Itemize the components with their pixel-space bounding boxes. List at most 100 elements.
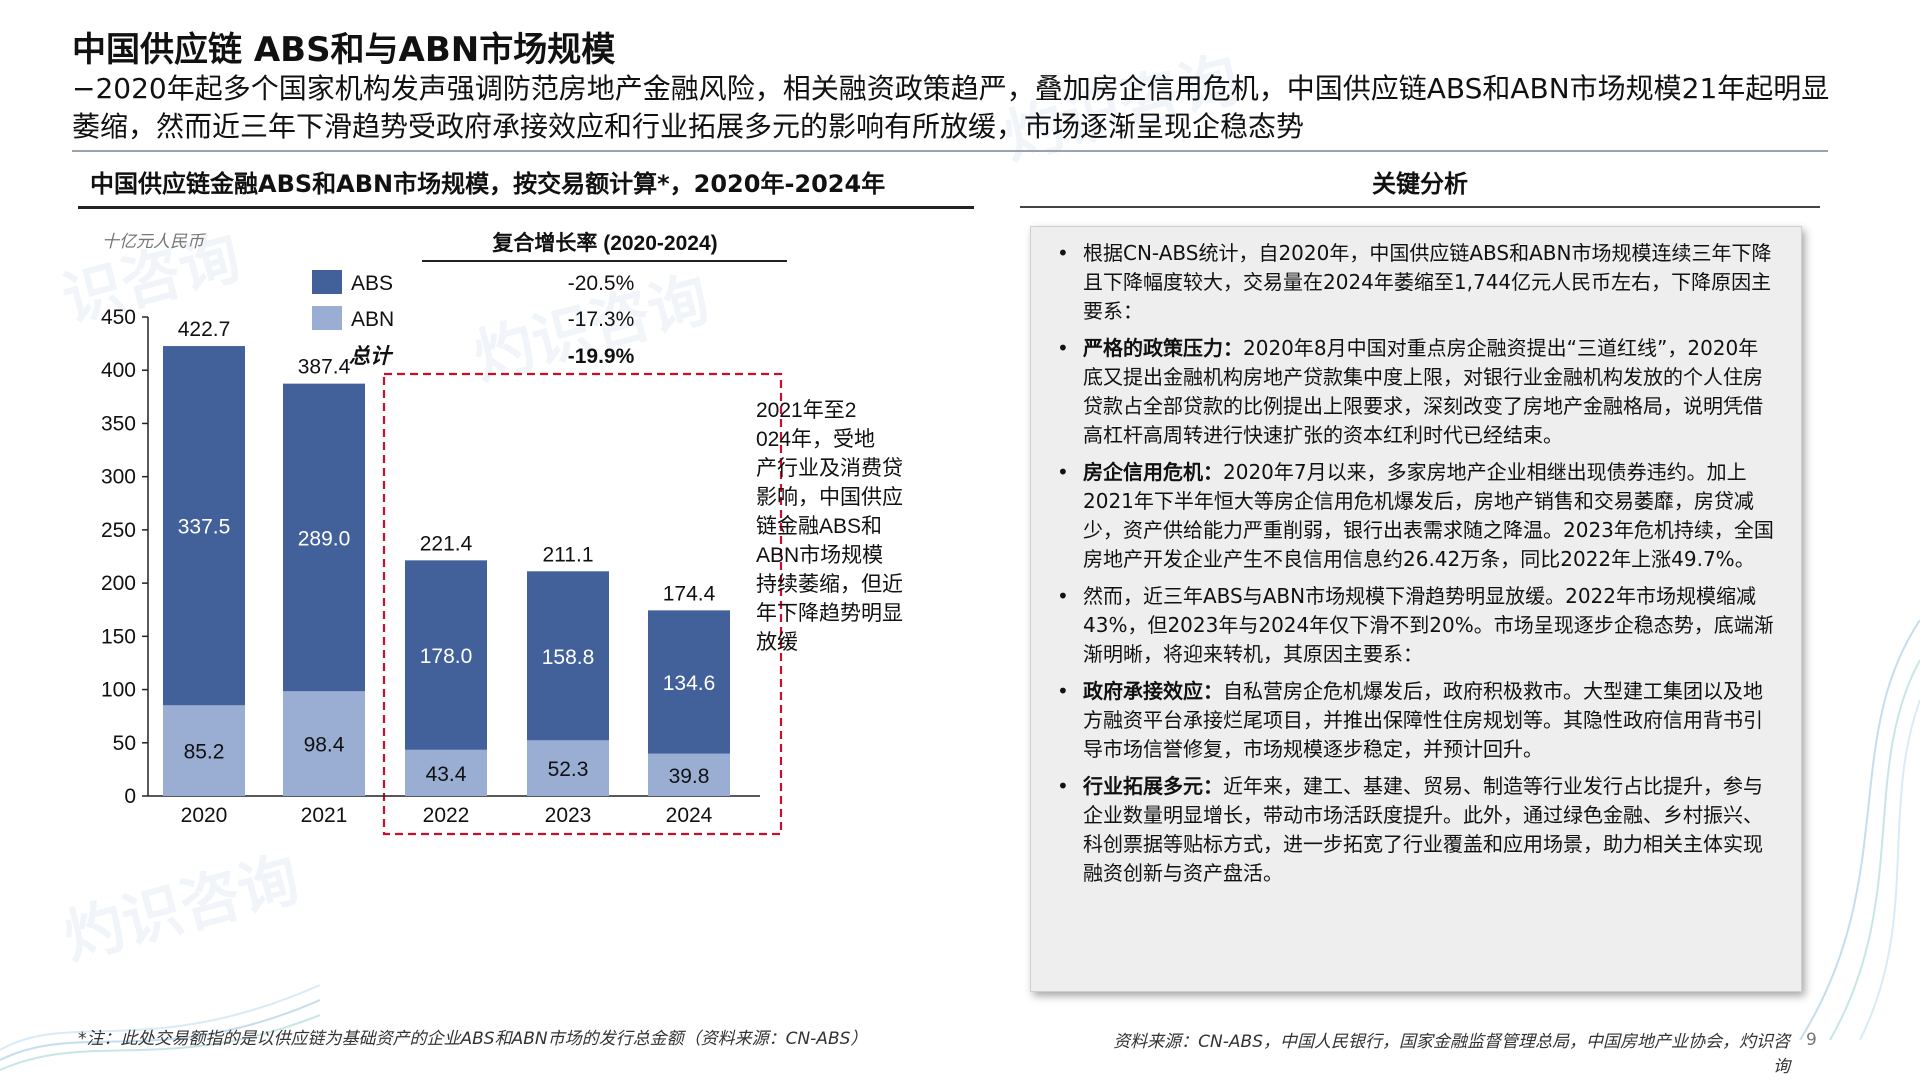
- analysis-item: • 房企信用危机：2020年7月以来，多家房地产企业相继出现债券违约。加上202…: [1053, 458, 1777, 574]
- y-tick-label: 150: [101, 625, 136, 648]
- bar-abn-2024: [648, 753, 730, 796]
- stacked-bar-chart: 十亿元人民币 复合增长率 (2020-2024) ABS -20.5% ABN …: [101, 231, 903, 836]
- background-wave-decoration: [0, 984, 320, 1071]
- analysis-item: • 严格的政策压力：2020年8月中国对重点房企融资提出“三道红线”，2020年…: [1053, 334, 1777, 450]
- y-tick-label: 0: [124, 785, 136, 808]
- chart-heading-divider: [78, 206, 974, 209]
- data-label-abs: 134.6: [663, 672, 716, 695]
- header-divider: [72, 150, 1828, 152]
- analysis-list: • 根据CN-ABS统计，自2020年，中国供应链ABS和ABN市场规模连续三年…: [1053, 239, 1777, 888]
- footnote: *注：此处交易额指的是以供应链为基础资产的企业ABS和ABN市场的发行总金额（资…: [78, 1029, 868, 1049]
- legend-label-abn: ABN: [351, 308, 394, 331]
- background-wave-decoration: [1799, 620, 1920, 1040]
- data-label-abs: 337.5: [178, 516, 231, 539]
- page-number: 9: [1806, 1030, 1817, 1050]
- bar-abn-2021: [283, 691, 365, 796]
- bar-abn-2022: [405, 749, 487, 796]
- analysis-item-label: 严格的政策压力：: [1083, 336, 1243, 360]
- x-tick-label: 2024: [666, 804, 713, 827]
- page-subtitle: −2020年起多个国家机构发声强调防范房地产金融风险，相关融资政策趋严，叠加房企…: [72, 72, 1830, 143]
- analysis-heading: 关键分析: [1372, 170, 1468, 198]
- bullet-icon: •: [1057, 584, 1069, 608]
- data-label-abs: 289.0: [298, 527, 351, 550]
- data-label-abs: 158.8: [542, 646, 595, 669]
- legend-swatch-abs: [312, 270, 342, 294]
- x-tick-label: 2023: [545, 804, 592, 827]
- highlight-box: [382, 372, 783, 836]
- bar-abn-2020: [163, 705, 245, 796]
- x-tick-label: 2022: [423, 804, 470, 827]
- data-label-abn: 85.2: [184, 741, 225, 764]
- y-tick-label: 200: [101, 572, 136, 595]
- y-tick-label: 100: [101, 679, 136, 702]
- data-label-total: 211.1: [543, 543, 594, 566]
- page-title: 中国供应链 ABS和与ABN市场规模: [72, 30, 616, 70]
- bullet-icon: •: [1057, 336, 1069, 360]
- bar-abs-2021: [283, 383, 365, 692]
- analysis-item-label: 政府承接效应：: [1083, 679, 1223, 703]
- chart-labels: 85.2 337.5 422.7 2020 98.4 289.0 387.4 2021 43.4…: [178, 318, 716, 827]
- y-tick-label: 450: [101, 306, 136, 329]
- source-note: 资料来源：CN-ABS，中国人民银行，国家金融监督管理总局，中国房地产业协会，灼…: [1113, 1032, 1790, 1077]
- legend-swatch-abn: [312, 306, 342, 330]
- cagr-value-abs: -20.5%: [568, 272, 635, 295]
- legend-label-abs: ABS: [351, 272, 393, 295]
- key-analysis-panel: • 根据CN-ABS统计，自2020年，中国供应链ABS和ABN市场规模连续三年…: [1030, 226, 1802, 992]
- bullet-icon: •: [1057, 460, 1069, 484]
- bullet-icon: •: [1057, 679, 1069, 703]
- data-label-abn: 43.4: [426, 763, 467, 786]
- analysis-item-label: 房企信用危机：: [1083, 460, 1223, 484]
- data-label-total: 221.4: [420, 532, 473, 555]
- annotation-line: 影响，中国供应: [756, 486, 903, 509]
- x-tick-label: 2020: [181, 804, 228, 827]
- chart-annotation: 2021年至2 024年，受地产行业及消费贷影响，中国供应链金融ABS和 ABN市场…: [756, 399, 903, 654]
- bullet-icon: •: [1057, 774, 1069, 798]
- cagr-header: 复合增长率 (2020-2024): [491, 231, 717, 255]
- analysis-item-text: 自私营房企危机爆发后，政府积极救市。大型建工集团以及地方融资平台承接烂尾项目，并…: [1083, 679, 1763, 761]
- y-tick-label: 350: [101, 412, 136, 435]
- chart-bars: [163, 346, 730, 796]
- bar-abs-2020: [163, 346, 245, 706]
- annotation-line: 年下降趋势明显: [756, 602, 903, 625]
- annotation-line: ABN市场规模: [756, 544, 883, 567]
- unit-label: 十亿元人民币: [102, 232, 206, 251]
- bar-abs-2022: [405, 560, 487, 750]
- analysis-item-text: 2020年7月以来，多家房地产企业相继出现债券违约。加上2021年下半年恒大等房…: [1083, 460, 1774, 571]
- analysis-item: • 然而，近三年ABS与ABN市场规模下滑趋势明显放缓。2022年市场规模缩减4…: [1053, 582, 1777, 669]
- annotation-line: 024年，受地: [756, 428, 875, 451]
- data-label-abn: 39.8: [669, 765, 710, 788]
- annotation-line: 产行业及消费贷: [756, 457, 903, 480]
- data-label-total: 387.4: [298, 356, 351, 379]
- data-label-abn: 98.4: [304, 734, 345, 757]
- analysis-heading-divider: [1020, 206, 1820, 208]
- analysis-item-text: 根据CN-ABS统计，自2020年，中国供应链ABS和ABN市场规模连续三年下降…: [1083, 241, 1772, 323]
- analysis-item-text: 2020年8月中国对重点房企融资提出“三道红线”，2020年底又提出金融机构房地…: [1083, 336, 1763, 447]
- annotation-line: 放缓: [756, 631, 798, 654]
- x-tick-label: 2021: [301, 804, 348, 827]
- analysis-item: • 根据CN-ABS统计，自2020年，中国供应链ABS和ABN市场规模连续三年…: [1053, 239, 1777, 326]
- annotation-line: 2021年至2: [756, 399, 856, 422]
- y-tick-label: 400: [101, 359, 136, 382]
- bar-abn-2023: [527, 740, 609, 796]
- cagr-value-total: -19.9%: [568, 345, 635, 368]
- data-label-total: 174.4: [663, 582, 716, 605]
- y-tick-label: 300: [101, 466, 136, 489]
- bar-abs-2023: [527, 571, 609, 741]
- cagr-value-abn: -17.3%: [568, 308, 635, 331]
- data-label-abs: 178.0: [420, 645, 473, 668]
- legend-label-total: 总计: [349, 344, 394, 368]
- data-label-total: 422.7: [178, 318, 231, 341]
- chart-heading: 中国供应链金融ABS和ABN市场规模，按交易额计算*，2020年-2024年: [90, 170, 886, 198]
- analysis-item-label: 行业拓展多元：: [1083, 774, 1223, 798]
- bar-abs-2024: [648, 610, 730, 754]
- analysis-item: • 政府承接效应：自私营房企危机爆发后，政府积极救市。大型建工集团以及地方融资平…: [1053, 677, 1777, 764]
- analysis-item-text: 然而，近三年ABS与ABN市场规模下滑趋势明显放缓。2022年市场规模缩减43%…: [1083, 584, 1774, 666]
- annotation-line: 持续萎缩，但近: [756, 573, 903, 596]
- analysis-item-text: 近年来，建工、基建、贸易、制造等行业发行占比提升，参与企业数量明显增长，带动市场…: [1083, 774, 1763, 885]
- y-tick-label: 250: [101, 519, 136, 542]
- data-label-abn: 52.3: [548, 758, 589, 781]
- bullet-icon: •: [1057, 241, 1069, 265]
- y-tick-label: 50: [113, 732, 136, 755]
- analysis-item: • 行业拓展多元：近年来，建工、基建、贸易、制造等行业发行占比提升，参与企业数量…: [1053, 772, 1777, 888]
- annotation-line: 链金融ABS和: [756, 515, 882, 538]
